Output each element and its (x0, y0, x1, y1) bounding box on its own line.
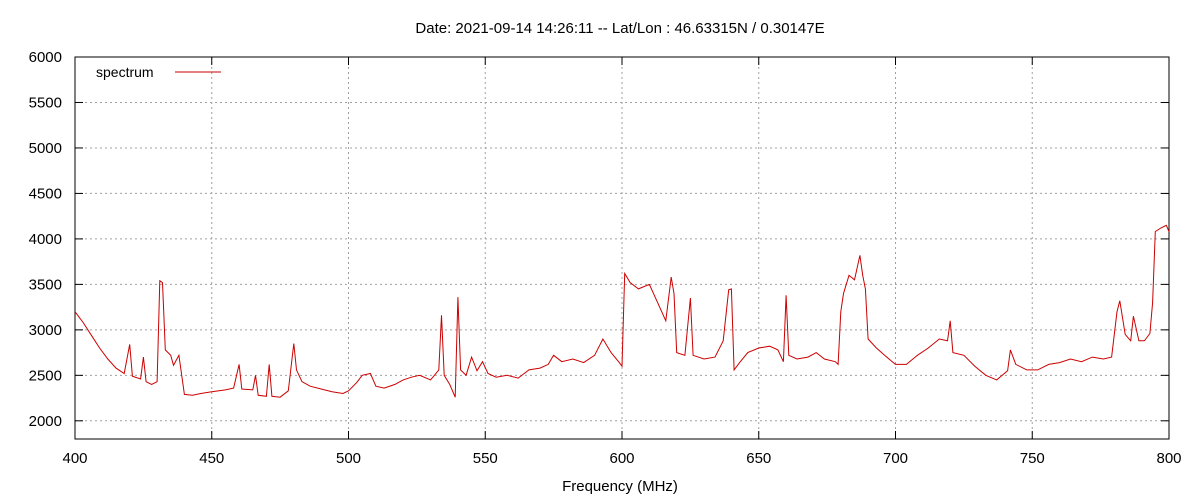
x-tick-label-500: 500 (336, 450, 361, 467)
y-tick-label-2500: 2500 (29, 367, 62, 384)
grid-lines (75, 57, 1169, 439)
y-tick-label-6000: 6000 (29, 49, 62, 66)
y-tick-label-3000: 3000 (29, 322, 62, 339)
y-tick-label-2000: 2000 (29, 413, 62, 430)
y-tick-label-4000: 4000 (29, 231, 62, 248)
y-tick-label-3500: 3500 (29, 276, 62, 293)
series-line-spectrum (74, 224, 1170, 398)
x-tick-labels: 400 450 500 550 600 650 700 750 800 (62, 450, 1181, 467)
y-tick-label-5500: 5500 (29, 94, 62, 111)
x-tick-label-650: 650 (746, 450, 771, 467)
x-tick-label-450: 450 (199, 450, 224, 467)
legend: spectrum (96, 64, 221, 80)
y-tick-label-5000: 5000 (29, 140, 62, 157)
chart-title: Date: 2021-09-14 14:26:11 -- Lat/Lon : 4… (415, 20, 824, 37)
x-tick-label-750: 750 (1020, 450, 1045, 467)
y-tick-labels: 2000 2500 3000 3500 4000 4500 5000 5500 6000 (29, 49, 62, 430)
x-tick-label-800: 800 (1156, 450, 1181, 467)
x-tick-label-700: 700 (883, 450, 908, 467)
x-tick-label-600: 600 (609, 450, 634, 467)
x-axis-label: Frequency (MHz) (562, 478, 678, 495)
y-tick-label-4500: 4500 (29, 185, 62, 202)
x-tick-label-400: 400 (62, 450, 87, 467)
axis-ticks (74, 56, 1170, 439)
x-tick-label-550: 550 (473, 450, 498, 467)
legend-label-spectrum: spectrum (96, 64, 154, 80)
